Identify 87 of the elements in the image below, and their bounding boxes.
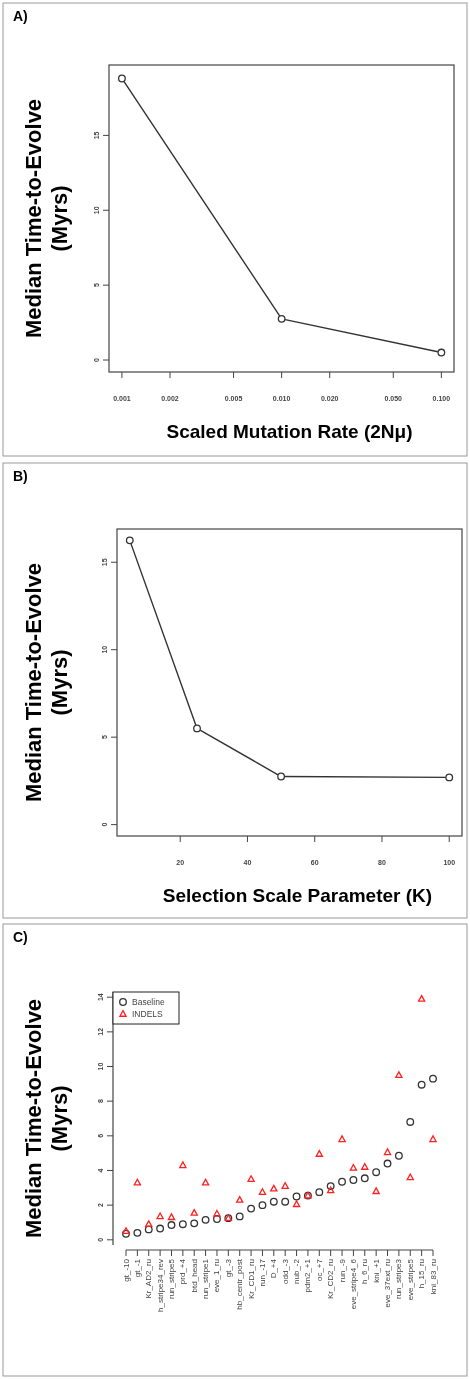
point — [292, 1200, 301, 1208]
point — [349, 1176, 358, 1184]
point — [247, 1204, 256, 1213]
point — [167, 1213, 176, 1221]
x-tick-label: run_stripe5 — [166, 1258, 176, 1300]
point — [315, 1188, 324, 1197]
y-axis-title: Median Time-to-Evolve (Myrs) — [21, 998, 72, 1239]
point — [156, 1212, 164, 1220]
chart-title: A) — [13, 8, 28, 24]
point — [270, 1184, 278, 1192]
point — [178, 1220, 187, 1229]
point — [167, 1221, 176, 1230]
legend-label: INDELS — [132, 1009, 164, 1019]
point — [326, 1186, 335, 1194]
point — [281, 1197, 290, 1206]
point — [338, 1177, 346, 1186]
point — [338, 1135, 346, 1143]
point — [406, 1118, 415, 1126]
x-tick-label: eve_stripe5 — [405, 1258, 415, 1301]
x-tick-label: Kr_CD2_ru — [326, 1259, 336, 1300]
x-tick-label: kni_+1 — [371, 1258, 381, 1283]
x-tick-label: h_stripe34_rev — [155, 1259, 165, 1312]
point — [372, 1168, 381, 1177]
x-tick-label: run_stripe1 — [201, 1258, 211, 1300]
x-tick-label: oc_+7 — [314, 1258, 324, 1282]
x-tick-label: h_15_ru — [417, 1259, 427, 1289]
point — [201, 1215, 210, 1224]
point — [395, 1071, 403, 1079]
point — [247, 1175, 255, 1183]
point — [383, 1159, 392, 1168]
x-tick-label: run_-9 — [337, 1258, 347, 1283]
x-tick-label: Kr_CD1_ru — [246, 1259, 256, 1300]
point — [213, 1209, 221, 1217]
x-tick-label: h_6_ru — [360, 1259, 370, 1284]
point — [429, 1074, 437, 1083]
point — [156, 1224, 165, 1233]
point — [429, 1135, 437, 1143]
x-tick-label: gt_-10 — [121, 1258, 131, 1282]
point — [235, 1212, 244, 1221]
point — [361, 1163, 369, 1170]
point — [179, 1161, 187, 1169]
x-tick-label: Kr_AD2_ru — [144, 1259, 154, 1299]
point — [201, 1178, 210, 1186]
x-tick-label: kni_83_ru — [428, 1259, 438, 1295]
point — [292, 1192, 301, 1201]
point — [258, 1188, 267, 1196]
x-tick-label: run_stripe3 — [394, 1258, 404, 1300]
point — [145, 1220, 153, 1228]
point — [269, 1197, 278, 1206]
y-axis-title: Median Time-to-Evolve (Myrs) — [21, 562, 72, 803]
x-tick-label: nub_-2 — [292, 1258, 302, 1284]
point — [213, 1215, 221, 1223]
point — [360, 1174, 369, 1183]
x-tick-label: run_-17 — [257, 1258, 267, 1287]
x-tick-label: eve_stripe4_6 — [348, 1258, 358, 1310]
x-tick-label: pdm2_+1 — [303, 1258, 313, 1293]
point — [372, 1187, 380, 1195]
point — [133, 1228, 142, 1237]
x-tick-label: gt_-1 — [132, 1258, 142, 1278]
point — [235, 1195, 244, 1203]
y-axis-title: Median Time-to-Evolve (Myrs) — [21, 98, 72, 339]
x-tick-label: prd_+4 — [178, 1258, 188, 1285]
x-tick-label: hb_centr_post — [235, 1258, 245, 1310]
x-tick-label: eve_37ext_ru — [383, 1259, 393, 1308]
point — [190, 1219, 199, 1228]
chart-title: B) — [13, 468, 28, 484]
point — [394, 1151, 403, 1160]
x-tick-label: gt_-3 — [223, 1258, 233, 1278]
point — [258, 1201, 267, 1210]
chart-title: C) — [13, 929, 28, 945]
point — [417, 994, 426, 1002]
x-axis-title: Scaled Mutation Rate (2Nμ) — [166, 421, 413, 442]
x-tick-label: btd_head — [189, 1259, 199, 1293]
point — [190, 1208, 198, 1216]
point — [383, 1148, 392, 1156]
x-tick-label: D_+4 — [269, 1258, 279, 1279]
point — [406, 1173, 414, 1181]
point — [144, 1225, 153, 1234]
legend-label: Baseline — [132, 997, 165, 1007]
x-tick-label: eve_1_ru — [212, 1259, 222, 1293]
point — [315, 1150, 324, 1157]
x-axis-title: Selection Scale Parameter (K) — [162, 885, 433, 906]
x-tick-label: odd_-3 — [280, 1258, 290, 1284]
point — [349, 1163, 358, 1171]
point — [417, 1080, 426, 1089]
point — [281, 1182, 289, 1189]
point — [133, 1178, 142, 1186]
